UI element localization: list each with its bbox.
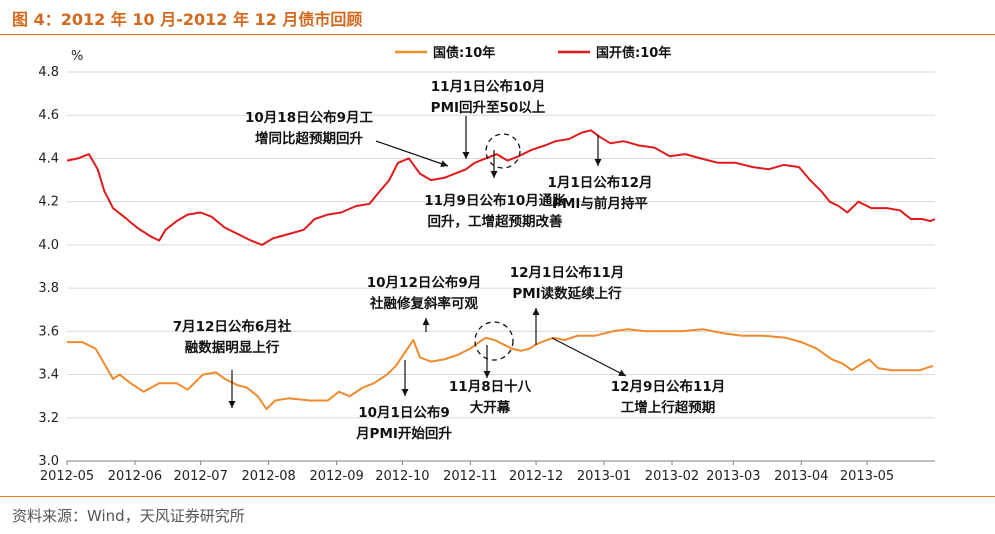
annotation-text: 7月12日公布6月社	[173, 318, 292, 335]
y-tick-label: 3.0	[38, 454, 59, 469]
annotation-text: PMI回升至50以上	[431, 99, 546, 116]
x-tick-label: 2013-03	[706, 469, 760, 484]
arrowhead	[483, 371, 491, 378]
annotation-text: 12月1日公布11月	[510, 264, 624, 281]
source-note: 资料来源：Wind，天风证券研究所	[12, 507, 245, 525]
annotation-text: 10月18日公布9月工	[245, 109, 373, 126]
annotation-text: 10月1日公布9	[358, 404, 450, 421]
annotation-text: 12月9日公布11月	[611, 378, 725, 395]
arrowhead	[401, 389, 409, 396]
y-tick-label: 3.4	[38, 368, 59, 383]
annotation-text: 10月12日公布9月	[367, 274, 481, 291]
x-tick-label: 2012-12	[509, 469, 563, 484]
annotation-text: 大开幕	[470, 399, 511, 416]
x-tick-label: 2013-05	[840, 469, 894, 484]
annotation-text: PMI读数延续上行	[512, 285, 622, 302]
x-tick-label: 2013-01	[577, 469, 631, 484]
annotation-text: 11月9日公布10月通胀	[424, 192, 566, 209]
series-lines	[66, 129, 936, 411]
y-tick-label: 4.8	[38, 65, 59, 80]
y-tick-label: 3.8	[38, 281, 59, 296]
legend: 国债:10年 国开债:10年	[395, 45, 671, 61]
x-tick-label: 2012-06	[108, 469, 162, 484]
x-tick-label: 2012-08	[241, 469, 295, 484]
highlight-circle	[474, 321, 514, 361]
y-tick-label: 3.2	[38, 411, 59, 426]
arrowhead	[228, 401, 236, 408]
annotation-text: 增同比超预期回升	[255, 130, 363, 147]
annotation-text: 融数据明显上行	[185, 339, 280, 356]
y-axis-unit: %	[71, 49, 83, 64]
legend-label: 国债:10年	[433, 45, 495, 61]
annotation-text: 社融修复斜率可观	[369, 295, 478, 312]
y-tick-label: 4.0	[38, 238, 59, 253]
footer-divider	[0, 496, 995, 497]
series-line-1	[67, 328, 934, 411]
figure-title: 图 4：2012 年 10 月-2012 年 12 月债市回顾	[12, 10, 363, 29]
x-tick-label: 2012-05	[40, 469, 94, 484]
title-divider	[0, 34, 995, 35]
x-tick-label: 2013-02	[645, 469, 699, 484]
arrowhead	[618, 369, 626, 376]
y-tick-label: 4.6	[38, 108, 59, 123]
arrowhead	[422, 318, 430, 325]
annotation-text: 11月1日公布10月	[431, 78, 545, 95]
y-tick-label: 4.2	[38, 195, 59, 210]
annotation-text: 回升，工增超预期改善	[428, 213, 563, 230]
x-tick-label: 2012-10	[375, 469, 429, 484]
annotation-text: 工增上行超预期	[621, 399, 716, 416]
x-axis: 2012-05 2012-06 2012-07 2012-08 2012-09 2012-…	[40, 460, 935, 484]
arrowhead	[490, 171, 498, 178]
arrowhead	[440, 160, 448, 168]
x-tick-label: 2012-11	[443, 469, 497, 484]
annotation-text: 11月8日十八	[449, 378, 532, 395]
arrowhead	[594, 159, 602, 166]
arrowhead	[532, 308, 540, 315]
x-tick-label: 2012-07	[174, 469, 228, 484]
y-tick-label: 4.4	[38, 151, 59, 166]
arrowhead	[462, 152, 470, 159]
annotation-text: 1月1日公布12月	[547, 174, 652, 191]
highlight-circle	[485, 133, 521, 169]
series-line-2	[66, 129, 936, 246]
x-tick-label: 2012-09	[309, 469, 363, 484]
y-tick-label: 3.6	[38, 324, 59, 339]
annotation-text: PMI与前月持平	[552, 195, 648, 212]
annotation-arrow	[375, 140, 449, 167]
legend-label: 国开债:10年	[596, 45, 671, 61]
x-tick-label: 2013-04	[774, 469, 828, 484]
annotation-text: 月PMI开始回升	[355, 425, 452, 442]
annotation-arrow	[551, 337, 627, 377]
y-axis: 3.0 3.2 3.4 3.6 3.8 4.0 4.2 4.4 4.6 4.8%	[38, 49, 83, 469]
